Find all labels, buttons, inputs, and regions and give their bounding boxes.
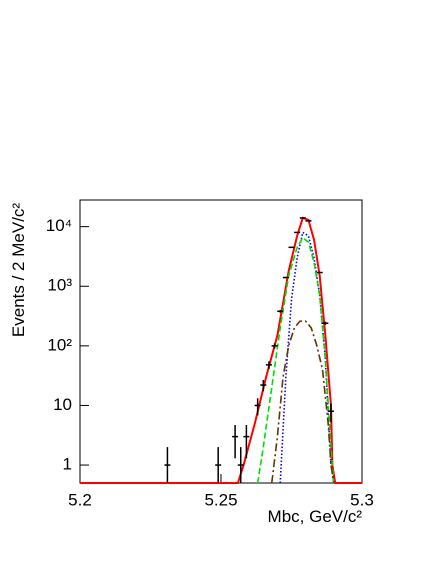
x-tick-label: 5.2 [68,490,92,509]
curve [80,216,362,484]
x-axis-label: Mbc, GeV/c² [268,507,363,526]
x-tick-label: 5.25 [204,490,237,509]
y-tick-label: 10 [53,395,72,414]
x-tick-label: 5.3 [350,490,374,509]
curve [279,231,335,484]
y-tick-label: 10² [47,335,72,354]
curve [270,320,335,484]
y-tick-label: 1 [63,455,72,474]
curve [256,236,335,484]
plot-frame [79,199,363,484]
y-tick-label: 10³ [47,276,72,295]
y-axis-label: Events / 2 MeV/c² [9,203,28,337]
y-tick-label: 10⁴ [46,216,72,235]
